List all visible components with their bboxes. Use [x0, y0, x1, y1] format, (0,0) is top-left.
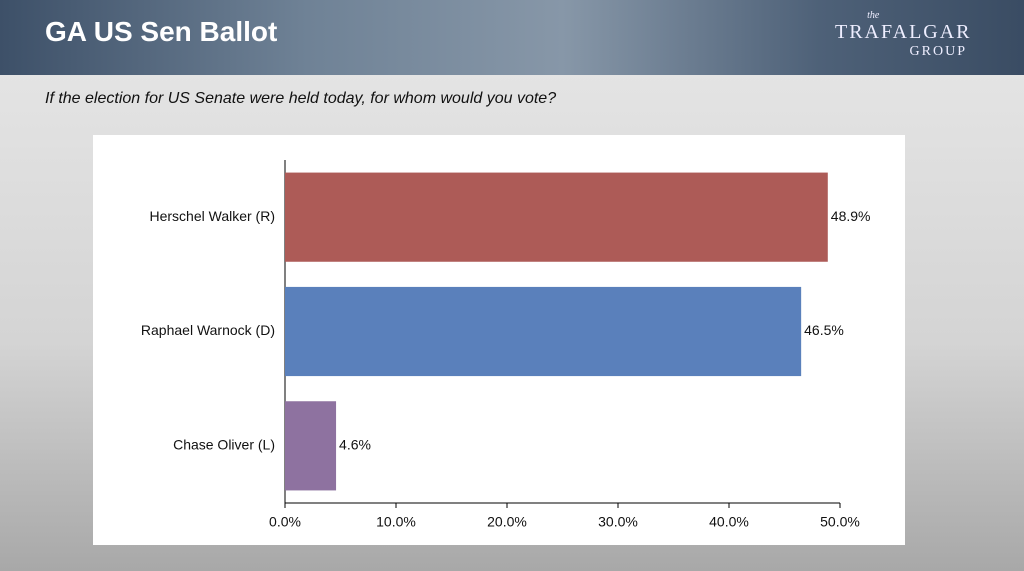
x-tick-label: 40.0% [709, 514, 749, 530]
x-tick-label: 0.0% [269, 514, 301, 530]
logo-name: TRAFALGAR [835, 21, 972, 43]
y-tick-label: Herschel Walker (R) [150, 208, 276, 224]
x-tick-label: 20.0% [487, 514, 527, 530]
header: GA US Sen Ballot the TRAFALGAR GROUP [0, 0, 1024, 75]
bar [285, 172, 828, 262]
logo-small: the [867, 10, 880, 21]
bar [285, 401, 337, 491]
bar [285, 286, 802, 377]
question: If the election for US Senate were held … [45, 90, 557, 107]
logo-sub: GROUP [909, 44, 967, 59]
chart: 0.0% 10.0% 20.0% 30.0% 40.0% 50.0% 48.9% Hersch… [93, 135, 905, 545]
x-tick-label: 50.0% [820, 514, 860, 530]
y-tick-label: Raphael Warnock (D) [141, 322, 275, 338]
value-label: 4.6% [339, 437, 371, 453]
x-tick-label: 30.0% [598, 514, 638, 530]
x-tick-label: 10.0% [376, 514, 416, 530]
logo: the TRAFALGAR GROUP [835, 10, 972, 60]
y-tick-label: Chase Oliver (L) [173, 437, 275, 453]
value-label: 46.5% [804, 322, 844, 338]
value-label: 48.9% [831, 208, 871, 224]
slide-title: GA US Sen Ballot [45, 16, 278, 47]
